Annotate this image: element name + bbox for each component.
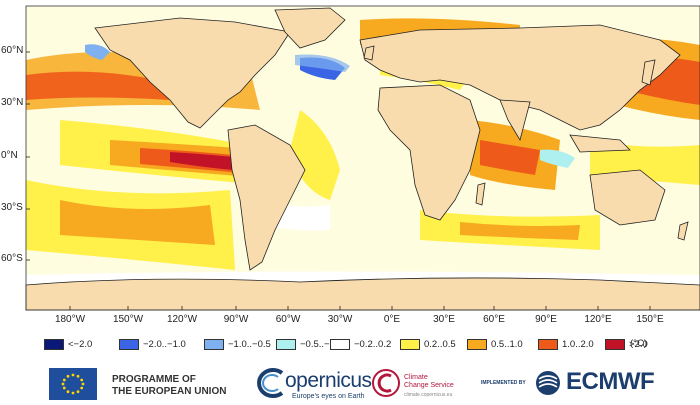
legend-swatch xyxy=(276,338,296,350)
lon-label-30e: 30°E xyxy=(433,314,455,325)
legend-label: −2.0..−1.0 xyxy=(143,338,186,350)
legend-swatch xyxy=(330,338,350,350)
legend-item: −1.0..−0.5 xyxy=(204,337,271,351)
color-legend: <−2.0 −2.0..−1.0 −1.0..−0.5 −0.5..−0.2 −… xyxy=(44,337,700,351)
legend-label: −0.2..0.2 xyxy=(354,338,392,350)
lat-label-0n: 0°N xyxy=(1,150,18,161)
legend-label: −1.0..−0.5 xyxy=(228,338,271,350)
lat-label-30s: 30°S xyxy=(1,202,23,213)
legend-swatch xyxy=(44,338,64,350)
madagascar xyxy=(475,182,486,206)
legend-label: 1.0..2.0 xyxy=(562,338,594,350)
ecmwf-wordmark: ECMWF xyxy=(566,368,655,395)
lat-label-30n: 30°N xyxy=(1,97,24,108)
lon-label-120w: 120°W xyxy=(166,314,198,325)
new-zealand xyxy=(677,221,689,241)
legend-swatch xyxy=(538,338,558,350)
eurasia xyxy=(359,24,681,131)
copernicus-c-icon xyxy=(257,368,284,398)
legend-label: >2.0 xyxy=(629,338,648,350)
lon-label-60e: 60°E xyxy=(483,314,505,325)
legend-item: −2.0..−1.0 xyxy=(119,337,186,351)
copernicus-wordmark: opernicus xyxy=(285,369,372,392)
legend-item: 1.0..2.0 xyxy=(538,337,594,351)
c3s-name: Climate Change Service xyxy=(404,374,454,390)
lon-label-180w: 180°W xyxy=(54,314,86,325)
c3s-icon xyxy=(372,369,400,397)
eu-line-2: THE EUROPEAN UNION xyxy=(112,386,227,397)
lon-label-90w: 90°W xyxy=(223,314,249,325)
lon-label-150w: 150°W xyxy=(112,314,144,325)
logo-bar: PROGRAMME OF THE EUROPEAN UNION opernicu… xyxy=(0,362,700,405)
lon-label-90e: 90°E xyxy=(535,314,557,325)
legend-item: <−2.0 xyxy=(44,337,92,351)
legend-label: 0.5..1.0 xyxy=(491,338,523,350)
legend-swatch xyxy=(605,338,625,350)
antarctica xyxy=(25,277,700,311)
maritime-continent xyxy=(569,134,631,153)
lon-label-30w: 30°W xyxy=(327,314,353,325)
legend-unit: (°C) xyxy=(630,338,647,349)
eu-programme-text: PROGRAMME OF THE EUROPEAN UNION xyxy=(112,374,226,398)
uk xyxy=(363,45,375,61)
australia xyxy=(589,169,666,226)
implemented-by-text: IMPLEMENTED BY xyxy=(481,380,526,386)
legend-label: <−2.0 xyxy=(68,338,93,350)
c3s-url: climate.copernicus.eu xyxy=(404,392,453,398)
lat-label-60n: 60°N xyxy=(1,45,24,56)
lon-label-150e: 150°E xyxy=(636,314,664,325)
legend-label: 0.2..0.5 xyxy=(424,338,456,350)
lat-label-60s: 60°S xyxy=(1,253,23,264)
eu-flag-icon xyxy=(49,368,97,400)
legend-item: 0.5..1.0 xyxy=(467,337,523,351)
lon-label-120e: 120°E xyxy=(584,314,612,325)
africa xyxy=(377,84,481,221)
legend-item: 0.2..0.5 xyxy=(400,337,456,351)
c3s-line-1: Climate xyxy=(404,374,428,381)
eu-line-1: PROGRAMME OF xyxy=(112,374,196,385)
c3s-line-2: Change Service xyxy=(404,382,454,389)
map-canvas xyxy=(25,5,700,311)
north-america xyxy=(94,17,291,129)
legend-swatch xyxy=(400,338,420,350)
legend-item: −0.5..−0.2 xyxy=(276,337,343,351)
japan xyxy=(641,59,656,86)
legend-label: −0.5..−0.2 xyxy=(300,338,343,350)
legend-swatch xyxy=(467,338,487,350)
india xyxy=(499,99,531,142)
map-border xyxy=(25,5,700,311)
sst-anomaly-map: 60°N 30°N 0°N 30°S 60°S 180°W 150°W 120°… xyxy=(1,5,700,325)
legend-item: −0.2..0.2 xyxy=(330,337,391,351)
lon-label-0e: 0°E xyxy=(383,314,401,325)
legend-swatch xyxy=(119,338,139,350)
land-masses xyxy=(25,7,700,311)
copernicus-tagline: Europe's eyes on Earth xyxy=(292,393,365,400)
legend-item: >2.0 xyxy=(605,337,648,351)
legend-swatch xyxy=(204,338,224,350)
lon-label-60w: 60°W xyxy=(275,314,301,325)
ecmwf-icon xyxy=(536,371,560,395)
south-america xyxy=(227,124,306,271)
greenland xyxy=(274,7,346,49)
graticule-ticks xyxy=(26,51,651,310)
